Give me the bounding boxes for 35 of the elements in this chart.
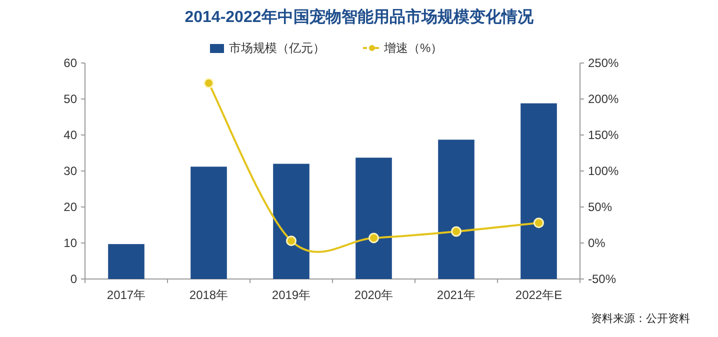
y-tick-label: 30 — [64, 164, 78, 178]
x-tick-label: 2019年 — [272, 288, 311, 302]
bar — [273, 164, 310, 279]
x-tick-label: 2018年 — [189, 288, 228, 302]
y2-tick-label: 150% — [588, 128, 620, 142]
point — [534, 218, 544, 228]
point — [286, 236, 296, 246]
x-tick-label: 2020年 — [354, 288, 394, 302]
bar — [108, 244, 144, 279]
bar — [356, 158, 392, 279]
x-tick-label: 2017年 — [106, 288, 146, 302]
y-tick-label: 40 — [64, 128, 78, 142]
y2-tick-label: 250% — [588, 56, 620, 70]
bar — [190, 166, 227, 279]
point — [368, 232, 379, 244]
y2-tick-label: 200% — [588, 92, 620, 106]
point — [204, 78, 214, 88]
text: 资料来源：公开资料 — [591, 312, 690, 325]
y2-tick-label: -50% — [588, 272, 616, 286]
point — [451, 226, 462, 237]
x-tick-label: 2021年 — [436, 288, 476, 302]
chart-title: 2014-2022年中国宠物智能用品市场规模变化情况 — [184, 8, 534, 26]
legend-label: 市场规模（亿元） — [229, 41, 325, 55]
bar — [438, 140, 474, 279]
y-tick-label: 0 — [70, 272, 78, 286]
y-tick-label: 60 — [64, 56, 78, 70]
y2-tick-label: 0% — [588, 236, 606, 250]
x-tick-label: 2022年E — [515, 288, 562, 302]
y-tick-label: 50 — [64, 92, 78, 106]
y2-tick-label: 50% — [588, 200, 612, 214]
y-tick-label: 10 — [64, 236, 78, 250]
y-tick-label: 20 — [64, 200, 78, 214]
legend-label: 增速（%） — [383, 41, 443, 55]
y2-tick-label: 100% — [588, 164, 620, 178]
bar — [520, 103, 557, 279]
